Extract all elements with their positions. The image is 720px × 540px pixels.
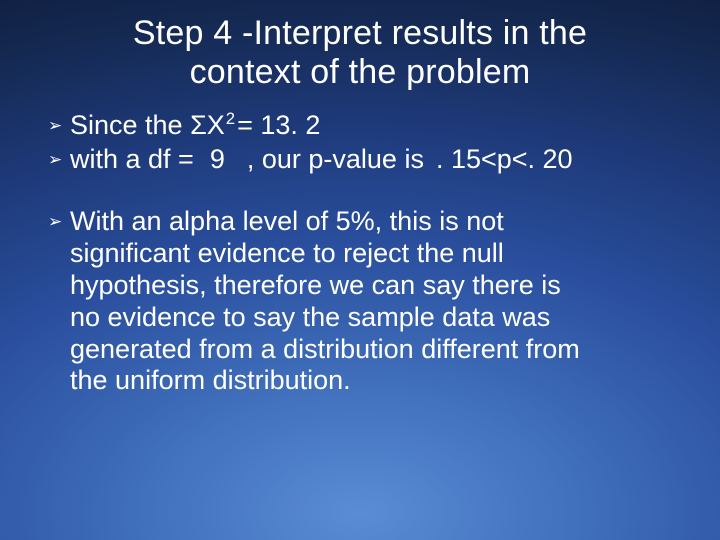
b1-exponent: 2 (225, 109, 237, 128)
b1-prefix: Since the ΣX (70, 110, 225, 140)
b3-l1: With an alpha level of 5%, this is not (70, 206, 504, 236)
b3-l3: hypothesis, therefore we can say there i… (70, 270, 561, 300)
b3-l4: no evidence to say the sample data was (70, 302, 550, 332)
bullet-arrow-icon: ➢ (48, 206, 70, 238)
bullet-1: ➢ Since the ΣX2= 13. 2 (48, 110, 684, 142)
b2-b: , our p-value is (247, 144, 424, 174)
b2-val: 9 (210, 144, 225, 174)
b1-suffix: = 13. 2 (237, 110, 320, 140)
b3-l2: significant evidence to reject the null (70, 238, 504, 268)
b3-l6: the uniform distribution. (70, 365, 351, 395)
bullet-arrow-icon: ➢ (48, 110, 70, 142)
slide-body: ➢ Since the ΣX2= 13. 2 ➢ with a df = 9 , o… (0, 92, 720, 397)
bullet-3: ➢ With an alpha level of 5%, this is not… (48, 206, 684, 397)
bullet-3-text: With an alpha level of 5%, this is not s… (70, 206, 684, 397)
bullet-arrow-icon: ➢ (48, 144, 70, 176)
b2-c: . 15<p<. 20 (436, 144, 573, 174)
bullet-2-text: with a df = 9 , our p-value is . 15<p<. 20 (70, 144, 684, 176)
slide: Step 4 -Interpret results in the context… (0, 0, 720, 540)
bullet-2: ➢ with a df = 9 , our p-value is . 15<p<. 2… (48, 144, 684, 176)
slide-title: Step 4 -Interpret results in the context… (0, 0, 720, 92)
b2-a: with a df = (70, 144, 194, 174)
title-line-1: Step 4 -Interpret results in the (133, 14, 587, 52)
b3-l5: generated from a distribution different … (70, 334, 580, 364)
bullet-1-text: Since the ΣX2= 13. 2 (70, 110, 684, 142)
title-line-2: context of the problem (190, 53, 531, 91)
